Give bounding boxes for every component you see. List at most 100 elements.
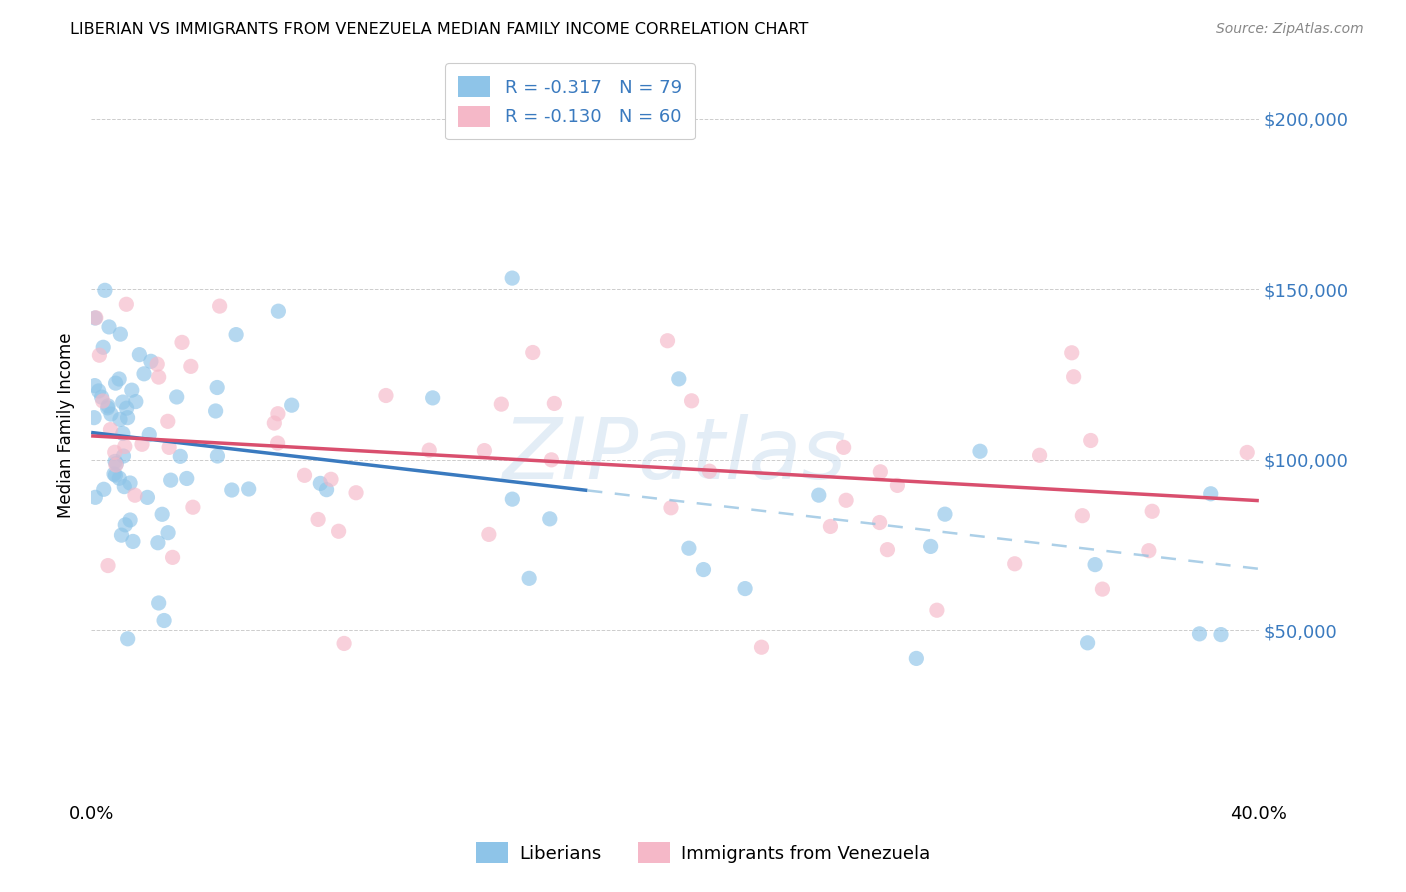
Point [1209, 627, 1232, 641]
Point [692, 563, 714, 577]
Point [108, 372, 131, 386]
Point [103, 467, 125, 481]
Point [159, 473, 181, 487]
Point [83, 410, 105, 425]
Point [180, 359, 202, 374]
Point [114, 517, 136, 532]
Point [84, 311, 107, 326]
Point [678, 541, 700, 556]
Point [1236, 445, 1258, 459]
Point [117, 410, 139, 425]
Point [148, 596, 170, 610]
Point [93, 483, 115, 497]
Point [156, 414, 179, 428]
Point [540, 453, 562, 467]
Point [128, 348, 150, 362]
Point [170, 335, 193, 350]
Point [294, 468, 316, 483]
Point [734, 582, 756, 596]
Point [100, 407, 122, 421]
Point [157, 525, 180, 540]
Point [820, 519, 842, 533]
Point [181, 500, 204, 515]
Point [118, 476, 141, 491]
Point [920, 540, 942, 554]
Point [157, 441, 180, 455]
Point [108, 412, 131, 426]
Point [501, 492, 523, 507]
Point [659, 500, 682, 515]
Point [104, 376, 127, 391]
Point [238, 482, 260, 496]
Point [501, 271, 523, 285]
Point [221, 483, 243, 497]
Point [84, 491, 107, 505]
Point [121, 383, 143, 397]
Point [111, 395, 134, 409]
Point [208, 299, 231, 313]
Point [328, 524, 350, 539]
Point [204, 404, 226, 418]
Point [375, 388, 398, 402]
Point [89, 348, 111, 362]
Point [136, 491, 159, 505]
Point [657, 334, 679, 348]
Point [115, 297, 138, 311]
Point [166, 390, 188, 404]
Point [114, 439, 136, 453]
Point [478, 527, 501, 541]
Point [267, 407, 290, 421]
Point [869, 465, 891, 479]
Point [1199, 487, 1222, 501]
Point [869, 516, 891, 530]
Point [110, 327, 132, 342]
Text: ZIPatlas: ZIPatlas [503, 414, 848, 497]
Point [835, 493, 858, 508]
Point [132, 367, 155, 381]
Legend: Liberians, Immigrants from Venezuela: Liberians, Immigrants from Venezuela [463, 830, 943, 876]
Point [112, 449, 135, 463]
Point [100, 423, 122, 437]
Point [538, 512, 561, 526]
Point [150, 508, 173, 522]
Point [104, 445, 127, 459]
Text: Source: ZipAtlas.com: Source: ZipAtlas.com [1216, 22, 1364, 37]
Point [309, 476, 332, 491]
Point [267, 304, 290, 318]
Point [207, 449, 229, 463]
Point [138, 427, 160, 442]
Point [925, 603, 948, 617]
Point [1188, 627, 1211, 641]
Text: LIBERIAN VS IMMIGRANTS FROM VENEZUELA MEDIAN FAMILY INCOME CORRELATION CHART: LIBERIAN VS IMMIGRANTS FROM VENEZUELA ME… [70, 22, 808, 37]
Point [125, 394, 148, 409]
Point [1028, 448, 1050, 462]
Point [315, 483, 337, 497]
Point [344, 485, 367, 500]
Point [1084, 558, 1107, 572]
Point [205, 380, 228, 394]
Point [319, 472, 342, 486]
Point [886, 478, 908, 492]
Point [280, 398, 302, 412]
Point [176, 471, 198, 485]
Point [263, 416, 285, 430]
Point [422, 391, 444, 405]
Legend: R = -0.317   N = 79, R = -0.130   N = 60: R = -0.317 N = 79, R = -0.130 N = 60 [446, 63, 695, 139]
Point [104, 468, 127, 483]
Point [87, 384, 110, 398]
Point [1071, 508, 1094, 523]
Point [876, 542, 898, 557]
Point [668, 372, 690, 386]
Point [1004, 557, 1026, 571]
Point [1091, 582, 1114, 596]
Point [969, 444, 991, 458]
Point [1063, 369, 1085, 384]
Point [146, 535, 169, 549]
Point [905, 651, 928, 665]
Point [543, 396, 565, 410]
Point [98, 320, 121, 334]
Point [225, 327, 247, 342]
Point [111, 426, 134, 441]
Point [108, 471, 131, 485]
Point [807, 488, 830, 502]
